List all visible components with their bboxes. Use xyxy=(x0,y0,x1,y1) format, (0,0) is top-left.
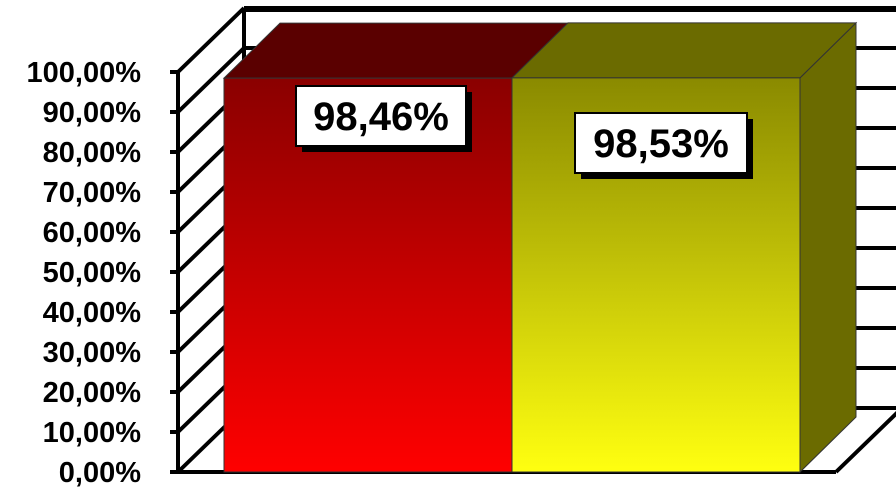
y-tick-label: 50,00% xyxy=(43,257,142,289)
y-axis: 0,00% 10,00% 20,00% 30,00% 40,00% 50,00% 60,00… xyxy=(27,57,180,489)
floor-right-edge xyxy=(834,411,896,474)
data-label-box xyxy=(574,112,748,174)
y-tick-label: 80,00% xyxy=(43,137,142,169)
side-gridline xyxy=(176,6,246,74)
data-label: 98,53% xyxy=(593,122,729,166)
bar-top-face xyxy=(510,22,858,79)
y-tick-label: 20,00% xyxy=(43,377,142,409)
data-label: 98,46% xyxy=(313,95,449,139)
y-tick-label: 10,00% xyxy=(43,417,142,449)
y-tick-label: 100,00% xyxy=(27,57,142,89)
y-tick-label: 90,00% xyxy=(43,97,142,129)
data-labels: 98,46% 98,53% xyxy=(295,85,753,179)
data-label-box xyxy=(295,85,467,147)
bar-side-face xyxy=(799,21,857,474)
bar-top-face xyxy=(222,22,570,79)
y-tick-label: 60,00% xyxy=(43,217,142,249)
side-gridline xyxy=(176,46,246,114)
y-tick-label: 40,00% xyxy=(43,297,142,329)
y-tick-label: 30,00% xyxy=(43,337,142,369)
y-tick-label: 0,00% xyxy=(59,457,141,489)
y-tick-label: 70,00% xyxy=(43,177,142,209)
